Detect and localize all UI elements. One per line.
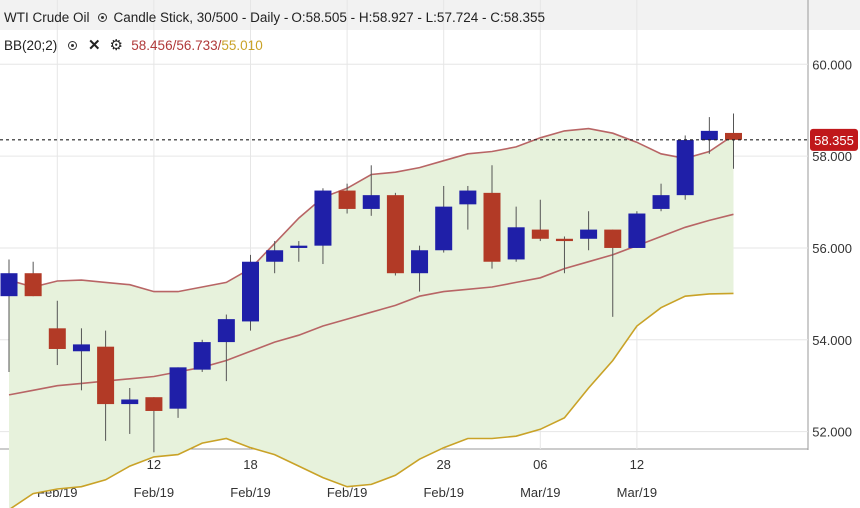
candle-down	[483, 192, 501, 262]
bollinger-band-fill	[9, 128, 734, 508]
candle-up	[459, 190, 477, 205]
candle-down	[725, 132, 742, 140]
candle-down	[145, 397, 163, 411]
candle-down	[604, 229, 622, 248]
y-tick-label: 58.000	[812, 149, 852, 164]
header-line-1: WTI Crude Oil Candle Stick, 30/500 - Dai…	[4, 8, 545, 26]
x-tick-day: 18	[243, 457, 257, 472]
chart-style: Candle Stick, 30/500 - Daily -	[113, 9, 289, 25]
candle-up	[628, 213, 646, 248]
x-tick-month: Mar/19	[617, 485, 657, 500]
candle-down	[48, 328, 66, 349]
candle-up	[362, 195, 380, 209]
y-tick-label: 56.000	[812, 241, 852, 256]
candle-up	[72, 344, 90, 352]
symbol-name[interactable]: WTI Crude Oil	[4, 9, 90, 25]
x-tick-day: 12	[630, 457, 644, 472]
indicator-name[interactable]: BB(20;2)	[4, 37, 58, 53]
candle-up	[0, 273, 18, 297]
candle-up	[411, 250, 429, 274]
candle-up	[435, 206, 453, 251]
candle-up	[314, 190, 332, 246]
candle-up	[580, 229, 598, 239]
x-tick-day: 28	[436, 457, 450, 472]
ohlc-values: O:58.505 - H:58.927 - L:57.724 - C:58.35…	[291, 9, 546, 25]
x-tick-month: Feb/19	[423, 485, 463, 500]
y-tick-label: 54.000	[812, 333, 852, 348]
gear-icon[interactable]: ⚙	[109, 37, 123, 54]
candle-down	[24, 273, 42, 297]
x-tick-month: Feb/19	[327, 485, 367, 500]
bb-middle-value: 56.733	[176, 37, 218, 53]
x-tick-month: Mar/19	[520, 485, 560, 500]
candle-up	[700, 130, 718, 141]
bb-lower-value: 55.010	[221, 37, 263, 53]
candle-up	[121, 399, 139, 405]
header-line-2: BB(20;2) ✕ ⚙ 58.456/56.733/55.010	[4, 36, 263, 54]
header-strip	[0, 0, 860, 30]
candle-down	[531, 229, 549, 239]
candle-down	[338, 190, 356, 209]
y-tick-label: 52.000	[812, 425, 852, 440]
candle-up	[193, 342, 211, 370]
candle-down	[97, 346, 115, 405]
candle-down	[386, 195, 404, 274]
bb-upper-value: 58.456	[131, 37, 173, 53]
candle-up	[652, 195, 670, 209]
x-tick-month: Feb/19	[230, 485, 270, 500]
x-tick-day: 06	[533, 457, 547, 472]
bb-separator-1: /	[172, 37, 177, 53]
bb-separator-2: /	[217, 37, 222, 53]
candle-up	[676, 140, 694, 196]
candle-up	[507, 227, 525, 260]
eye-icon[interactable]	[63, 36, 81, 54]
candle-up	[290, 245, 308, 248]
candle-up	[266, 250, 284, 262]
y-tick-label: 60.000	[812, 57, 852, 72]
candle-up	[169, 367, 187, 409]
close-icon[interactable]: ✕	[87, 37, 101, 54]
candle-down	[555, 238, 573, 242]
candle-up	[217, 319, 235, 343]
eye-icon[interactable]	[94, 8, 112, 26]
candle-up	[242, 261, 259, 322]
last-price-badge	[810, 128, 858, 151]
x-tick-month: Feb/19	[134, 485, 174, 500]
x-tick-day: 12	[147, 457, 161, 472]
last-price-label: 58.355	[814, 133, 854, 148]
bb-lower-line	[10, 292, 734, 508]
